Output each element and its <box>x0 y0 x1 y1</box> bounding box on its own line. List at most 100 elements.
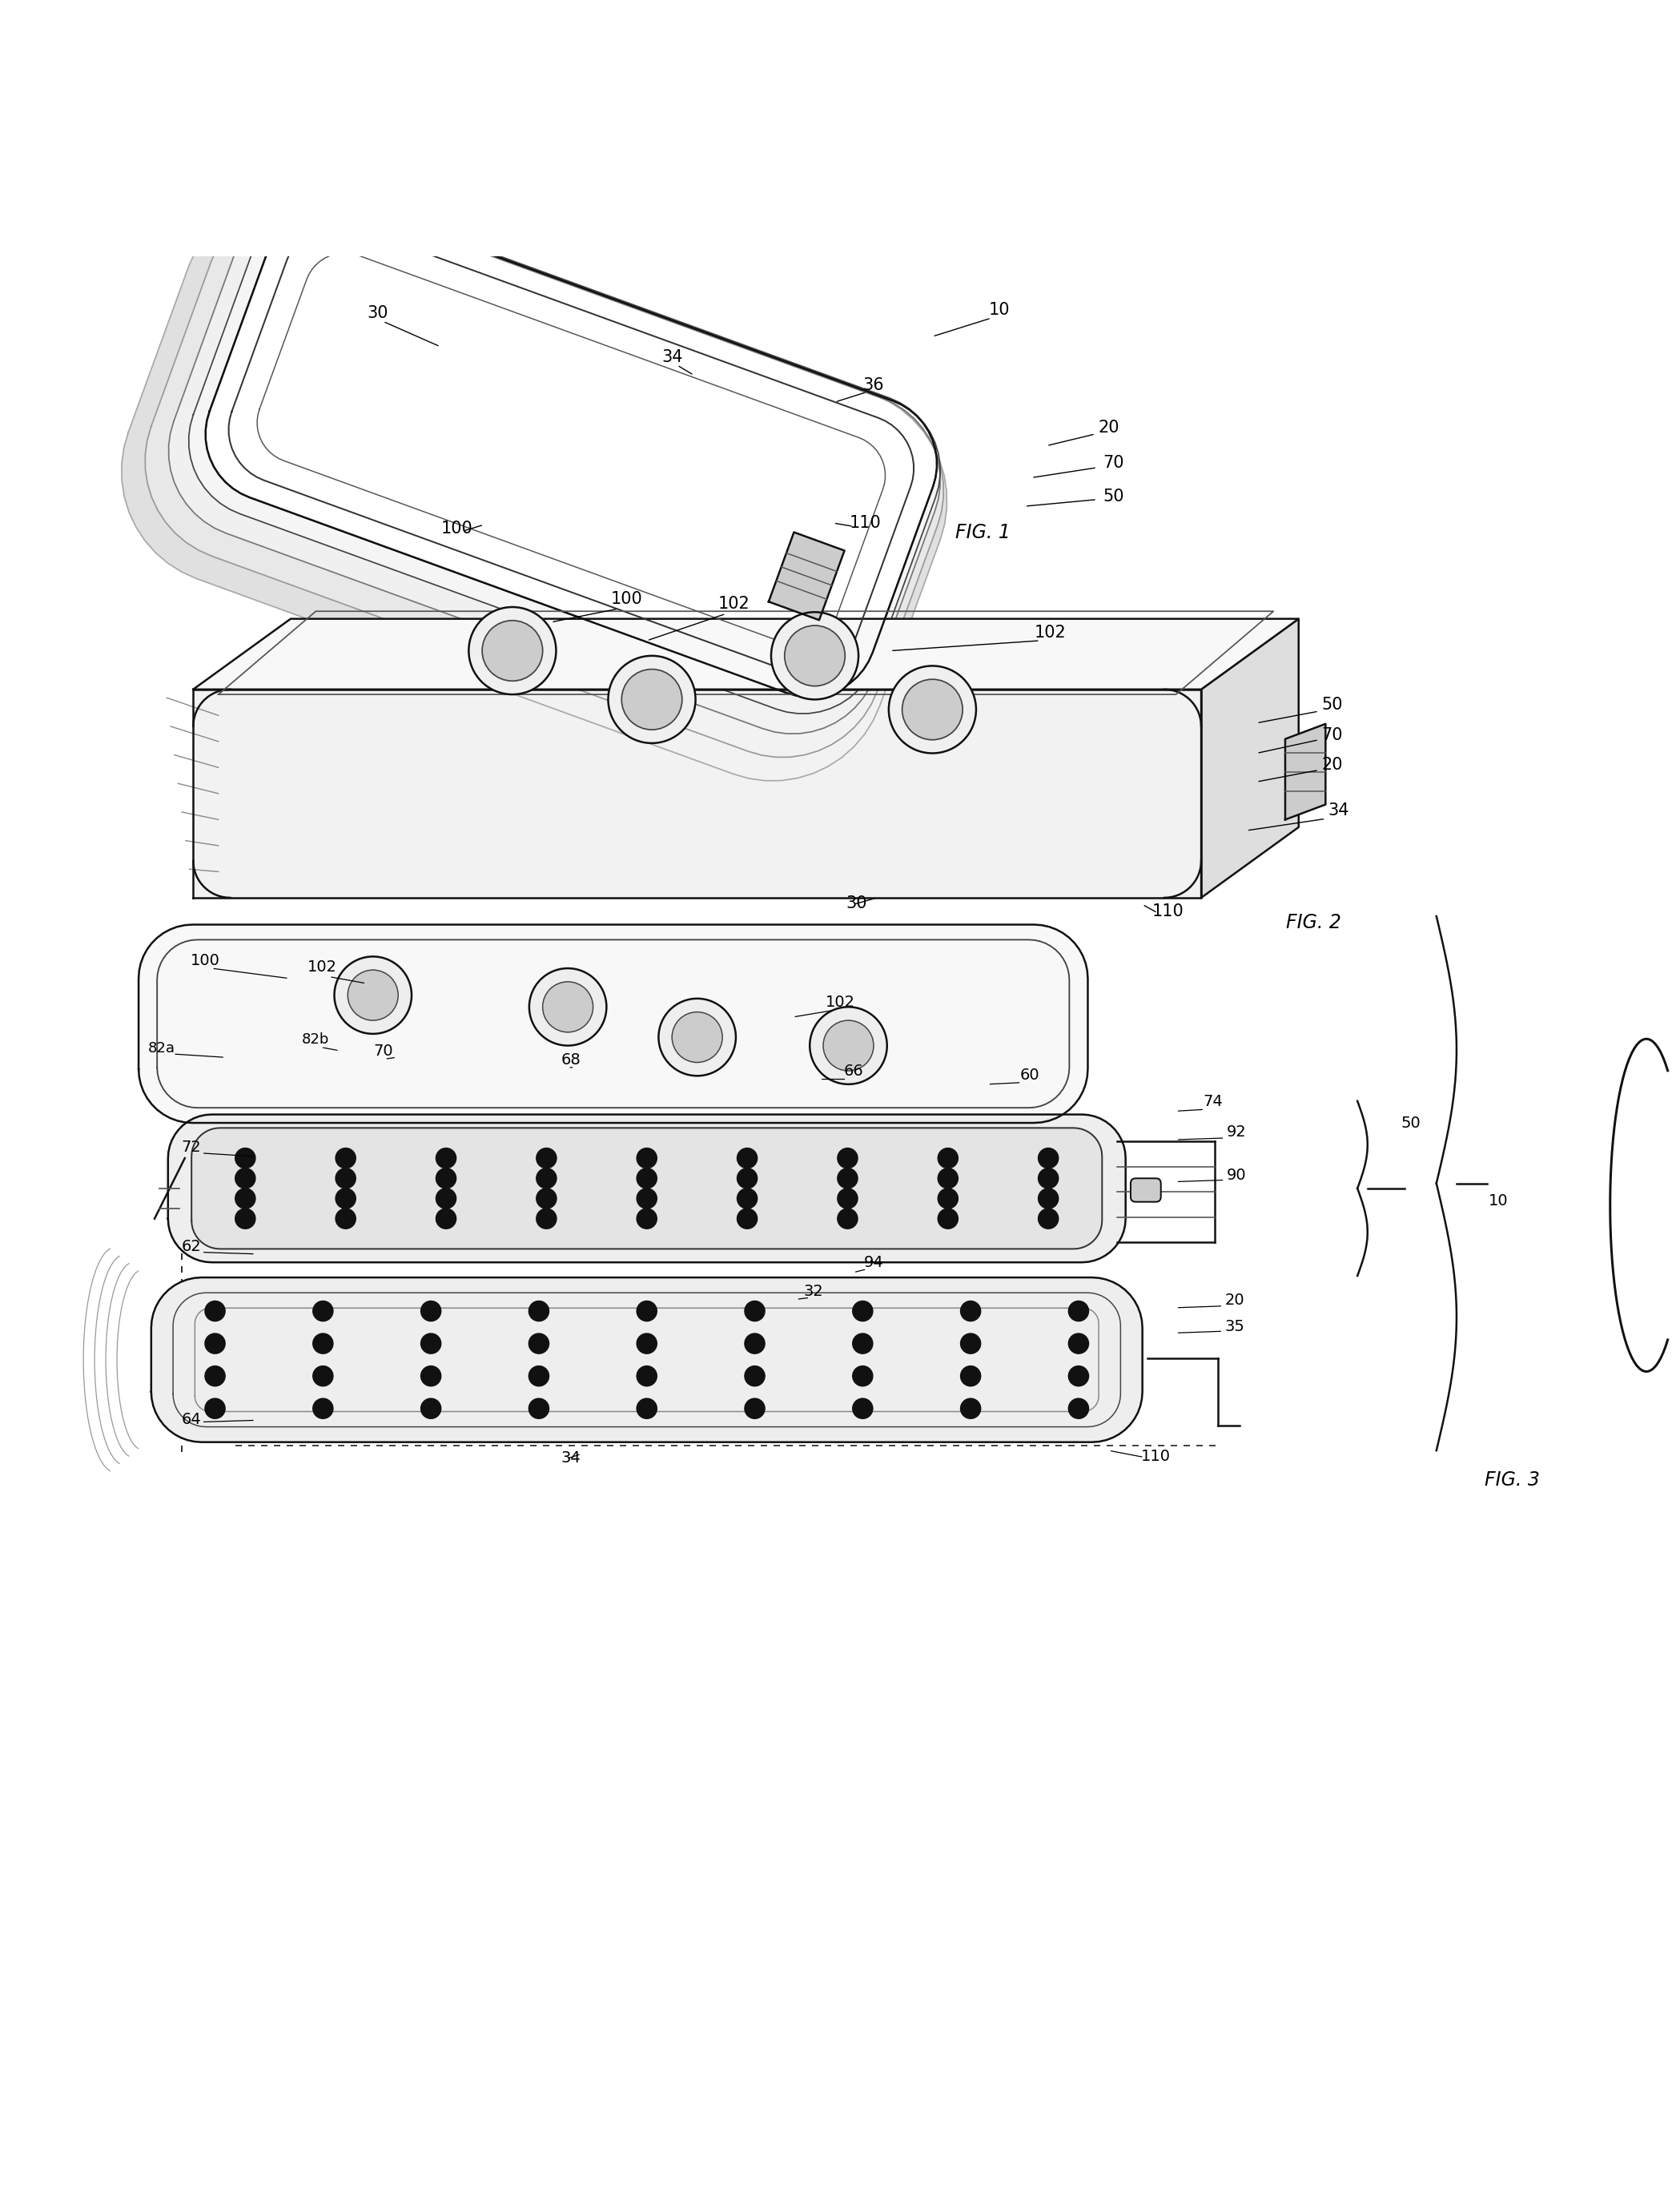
Circle shape <box>336 1168 356 1188</box>
Polygon shape <box>188 197 941 715</box>
Circle shape <box>1068 1366 1089 1385</box>
Circle shape <box>437 1188 455 1208</box>
Text: 82a: 82a <box>148 1041 175 1057</box>
Text: 35: 35 <box>1225 1320 1245 1335</box>
Circle shape <box>1038 1208 1058 1230</box>
Circle shape <box>744 1302 764 1322</box>
Circle shape <box>937 1208 958 1230</box>
Circle shape <box>810 1006 887 1085</box>
Text: 10: 10 <box>1488 1192 1509 1208</box>
Text: 64: 64 <box>181 1412 202 1427</box>
Circle shape <box>637 1366 657 1385</box>
Polygon shape <box>193 688 1201 899</box>
Circle shape <box>853 1333 874 1355</box>
Circle shape <box>205 1333 225 1355</box>
Circle shape <box>744 1398 764 1418</box>
Circle shape <box>205 1366 225 1385</box>
Circle shape <box>961 1302 981 1322</box>
Text: 10: 10 <box>990 302 1010 318</box>
Circle shape <box>837 1208 857 1230</box>
Circle shape <box>437 1168 455 1188</box>
Circle shape <box>235 1188 255 1208</box>
Text: FIG. 2: FIG. 2 <box>1287 912 1341 932</box>
Circle shape <box>1068 1398 1089 1418</box>
Circle shape <box>672 1013 722 1063</box>
Text: FIG. 3: FIG. 3 <box>1485 1471 1539 1491</box>
Text: 72: 72 <box>181 1140 202 1155</box>
Circle shape <box>902 680 963 739</box>
Polygon shape <box>193 618 1299 688</box>
Text: 110: 110 <box>1152 903 1183 918</box>
Text: 70: 70 <box>1322 728 1342 743</box>
Text: 32: 32 <box>803 1285 823 1300</box>
Text: 36: 36 <box>864 377 884 395</box>
Polygon shape <box>151 1278 1142 1442</box>
Circle shape <box>1038 1149 1058 1168</box>
Circle shape <box>312 1366 333 1385</box>
Circle shape <box>785 625 845 686</box>
Text: 20: 20 <box>1225 1293 1245 1309</box>
Circle shape <box>422 1333 442 1355</box>
Text: 50: 50 <box>1401 1116 1421 1131</box>
Circle shape <box>1068 1302 1089 1322</box>
Text: 68: 68 <box>561 1052 581 1068</box>
Polygon shape <box>168 197 941 734</box>
Circle shape <box>637 1149 657 1168</box>
Circle shape <box>937 1168 958 1188</box>
Circle shape <box>961 1366 981 1385</box>
Circle shape <box>529 1398 549 1418</box>
Circle shape <box>536 1188 556 1208</box>
Circle shape <box>348 971 398 1021</box>
Circle shape <box>961 1333 981 1355</box>
Text: 30: 30 <box>368 305 388 322</box>
Circle shape <box>312 1302 333 1322</box>
Circle shape <box>529 969 606 1046</box>
Circle shape <box>336 1188 356 1208</box>
Text: 20: 20 <box>1099 419 1119 436</box>
Text: 90: 90 <box>1226 1168 1247 1184</box>
Circle shape <box>823 1021 874 1072</box>
Text: 102: 102 <box>307 960 338 975</box>
Circle shape <box>205 1398 225 1418</box>
Circle shape <box>637 1302 657 1322</box>
Text: 82b: 82b <box>302 1032 329 1048</box>
Text: 110: 110 <box>1141 1449 1171 1464</box>
Circle shape <box>536 1168 556 1188</box>
Polygon shape <box>1285 723 1326 820</box>
Polygon shape <box>1201 618 1299 899</box>
Circle shape <box>738 1188 758 1208</box>
Circle shape <box>738 1168 758 1188</box>
Circle shape <box>482 620 543 682</box>
Circle shape <box>937 1188 958 1208</box>
Circle shape <box>937 1149 958 1168</box>
Polygon shape <box>192 1129 1102 1249</box>
Circle shape <box>235 1149 255 1168</box>
Polygon shape <box>144 195 944 756</box>
Polygon shape <box>205 202 937 697</box>
Circle shape <box>744 1333 764 1355</box>
Circle shape <box>738 1208 758 1230</box>
Circle shape <box>312 1333 333 1355</box>
Circle shape <box>889 666 976 754</box>
Circle shape <box>536 1149 556 1168</box>
Text: 102: 102 <box>1035 625 1065 640</box>
Text: 102: 102 <box>719 596 749 612</box>
FancyBboxPatch shape <box>1131 1179 1161 1201</box>
Text: 110: 110 <box>850 515 880 530</box>
Circle shape <box>334 956 412 1035</box>
Text: 100: 100 <box>442 520 472 537</box>
Polygon shape <box>121 191 948 780</box>
Circle shape <box>312 1398 333 1418</box>
Circle shape <box>608 655 696 743</box>
Text: 20: 20 <box>1322 756 1342 774</box>
Circle shape <box>853 1366 874 1385</box>
Text: 34: 34 <box>1329 802 1349 818</box>
Text: 66: 66 <box>843 1063 864 1078</box>
Text: 74: 74 <box>1203 1094 1223 1109</box>
Circle shape <box>1068 1333 1089 1355</box>
Text: 100: 100 <box>612 592 642 607</box>
Circle shape <box>637 1188 657 1208</box>
Circle shape <box>336 1149 356 1168</box>
Text: 94: 94 <box>864 1256 884 1271</box>
Circle shape <box>336 1208 356 1230</box>
